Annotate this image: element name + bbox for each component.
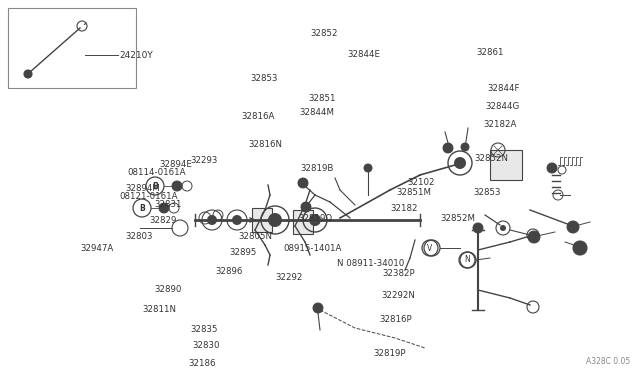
Text: 32890: 32890 [154, 285, 181, 295]
Text: 32186: 32186 [188, 359, 216, 369]
Circle shape [443, 143, 453, 153]
Circle shape [309, 214, 321, 226]
Text: 32844E: 32844E [347, 49, 380, 58]
Circle shape [573, 241, 587, 255]
Text: N 08911-34010: N 08911-34010 [337, 260, 404, 269]
Circle shape [268, 213, 282, 227]
Text: 32831: 32831 [154, 199, 182, 208]
Text: 32851M: 32851M [396, 187, 431, 196]
Text: 32894E: 32894E [159, 160, 192, 169]
Text: 32805N: 32805N [238, 231, 272, 241]
Circle shape [461, 143, 469, 151]
Bar [490, 150, 522, 180]
Text: 32844M: 32844M [299, 108, 334, 116]
Circle shape [473, 223, 483, 233]
Circle shape [172, 181, 182, 191]
Text: 32851: 32851 [308, 93, 335, 103]
Circle shape [454, 157, 466, 169]
Text: 32292N: 32292N [381, 292, 415, 301]
Circle shape [364, 164, 372, 172]
Text: 32293: 32293 [190, 155, 218, 164]
Text: 32382P: 32382P [382, 269, 415, 279]
Text: 24210Y: 24210Y [119, 51, 153, 60]
Text: 32844G: 32844G [485, 102, 519, 110]
Circle shape [567, 221, 579, 233]
Circle shape [207, 215, 217, 225]
Text: 32853: 32853 [250, 74, 278, 83]
Text: 32896: 32896 [215, 267, 243, 276]
Text: 32894M: 32894M [125, 183, 160, 192]
Circle shape [232, 215, 242, 225]
Text: 32819P: 32819P [373, 350, 406, 359]
Text: 32830: 32830 [192, 341, 220, 350]
Bar [252, 208, 272, 232]
Bar [8, 8, 136, 88]
Text: 32816P: 32816P [379, 315, 412, 324]
Text: B: B [139, 203, 145, 212]
Circle shape [528, 231, 540, 243]
Text: 32895: 32895 [229, 247, 257, 257]
Text: 32829: 32829 [149, 215, 177, 224]
Text: 32803: 32803 [125, 231, 152, 241]
Text: 32835: 32835 [190, 326, 218, 334]
Text: 08114-0161A: 08114-0161A [127, 167, 186, 176]
Text: 32844F: 32844F [487, 83, 520, 93]
Text: 08915-1401A: 08915-1401A [283, 244, 341, 253]
Circle shape [301, 202, 311, 212]
Text: N: N [464, 256, 470, 264]
Text: 32853: 32853 [473, 187, 500, 196]
Text: 32816A: 32816A [241, 112, 275, 121]
Text: 32852M: 32852M [440, 214, 475, 222]
Text: V: V [428, 244, 433, 253]
Circle shape [500, 225, 506, 231]
Circle shape [313, 303, 323, 313]
Text: 32182A: 32182A [483, 119, 516, 128]
Text: 32292: 32292 [275, 273, 302, 282]
Text: 32947A: 32947A [80, 244, 113, 253]
Text: 32102: 32102 [407, 177, 435, 186]
Circle shape [547, 163, 557, 173]
Text: 32819B: 32819B [300, 164, 333, 173]
Text: 32819Q: 32819Q [298, 214, 332, 222]
Text: 32852N: 32852N [474, 154, 508, 163]
Bar [293, 210, 313, 234]
Text: B: B [152, 182, 158, 190]
Text: 32182: 32182 [390, 203, 417, 212]
Circle shape [298, 178, 308, 188]
Text: 32861: 32861 [476, 48, 504, 57]
Circle shape [24, 70, 32, 78]
Text: A328C 0.05: A328C 0.05 [586, 357, 630, 366]
Text: 32816N: 32816N [248, 140, 282, 148]
Text: 32852: 32852 [310, 29, 337, 38]
Text: 32811N: 32811N [142, 305, 176, 314]
Circle shape [159, 203, 169, 213]
Text: 08121-0161A: 08121-0161A [119, 192, 177, 201]
